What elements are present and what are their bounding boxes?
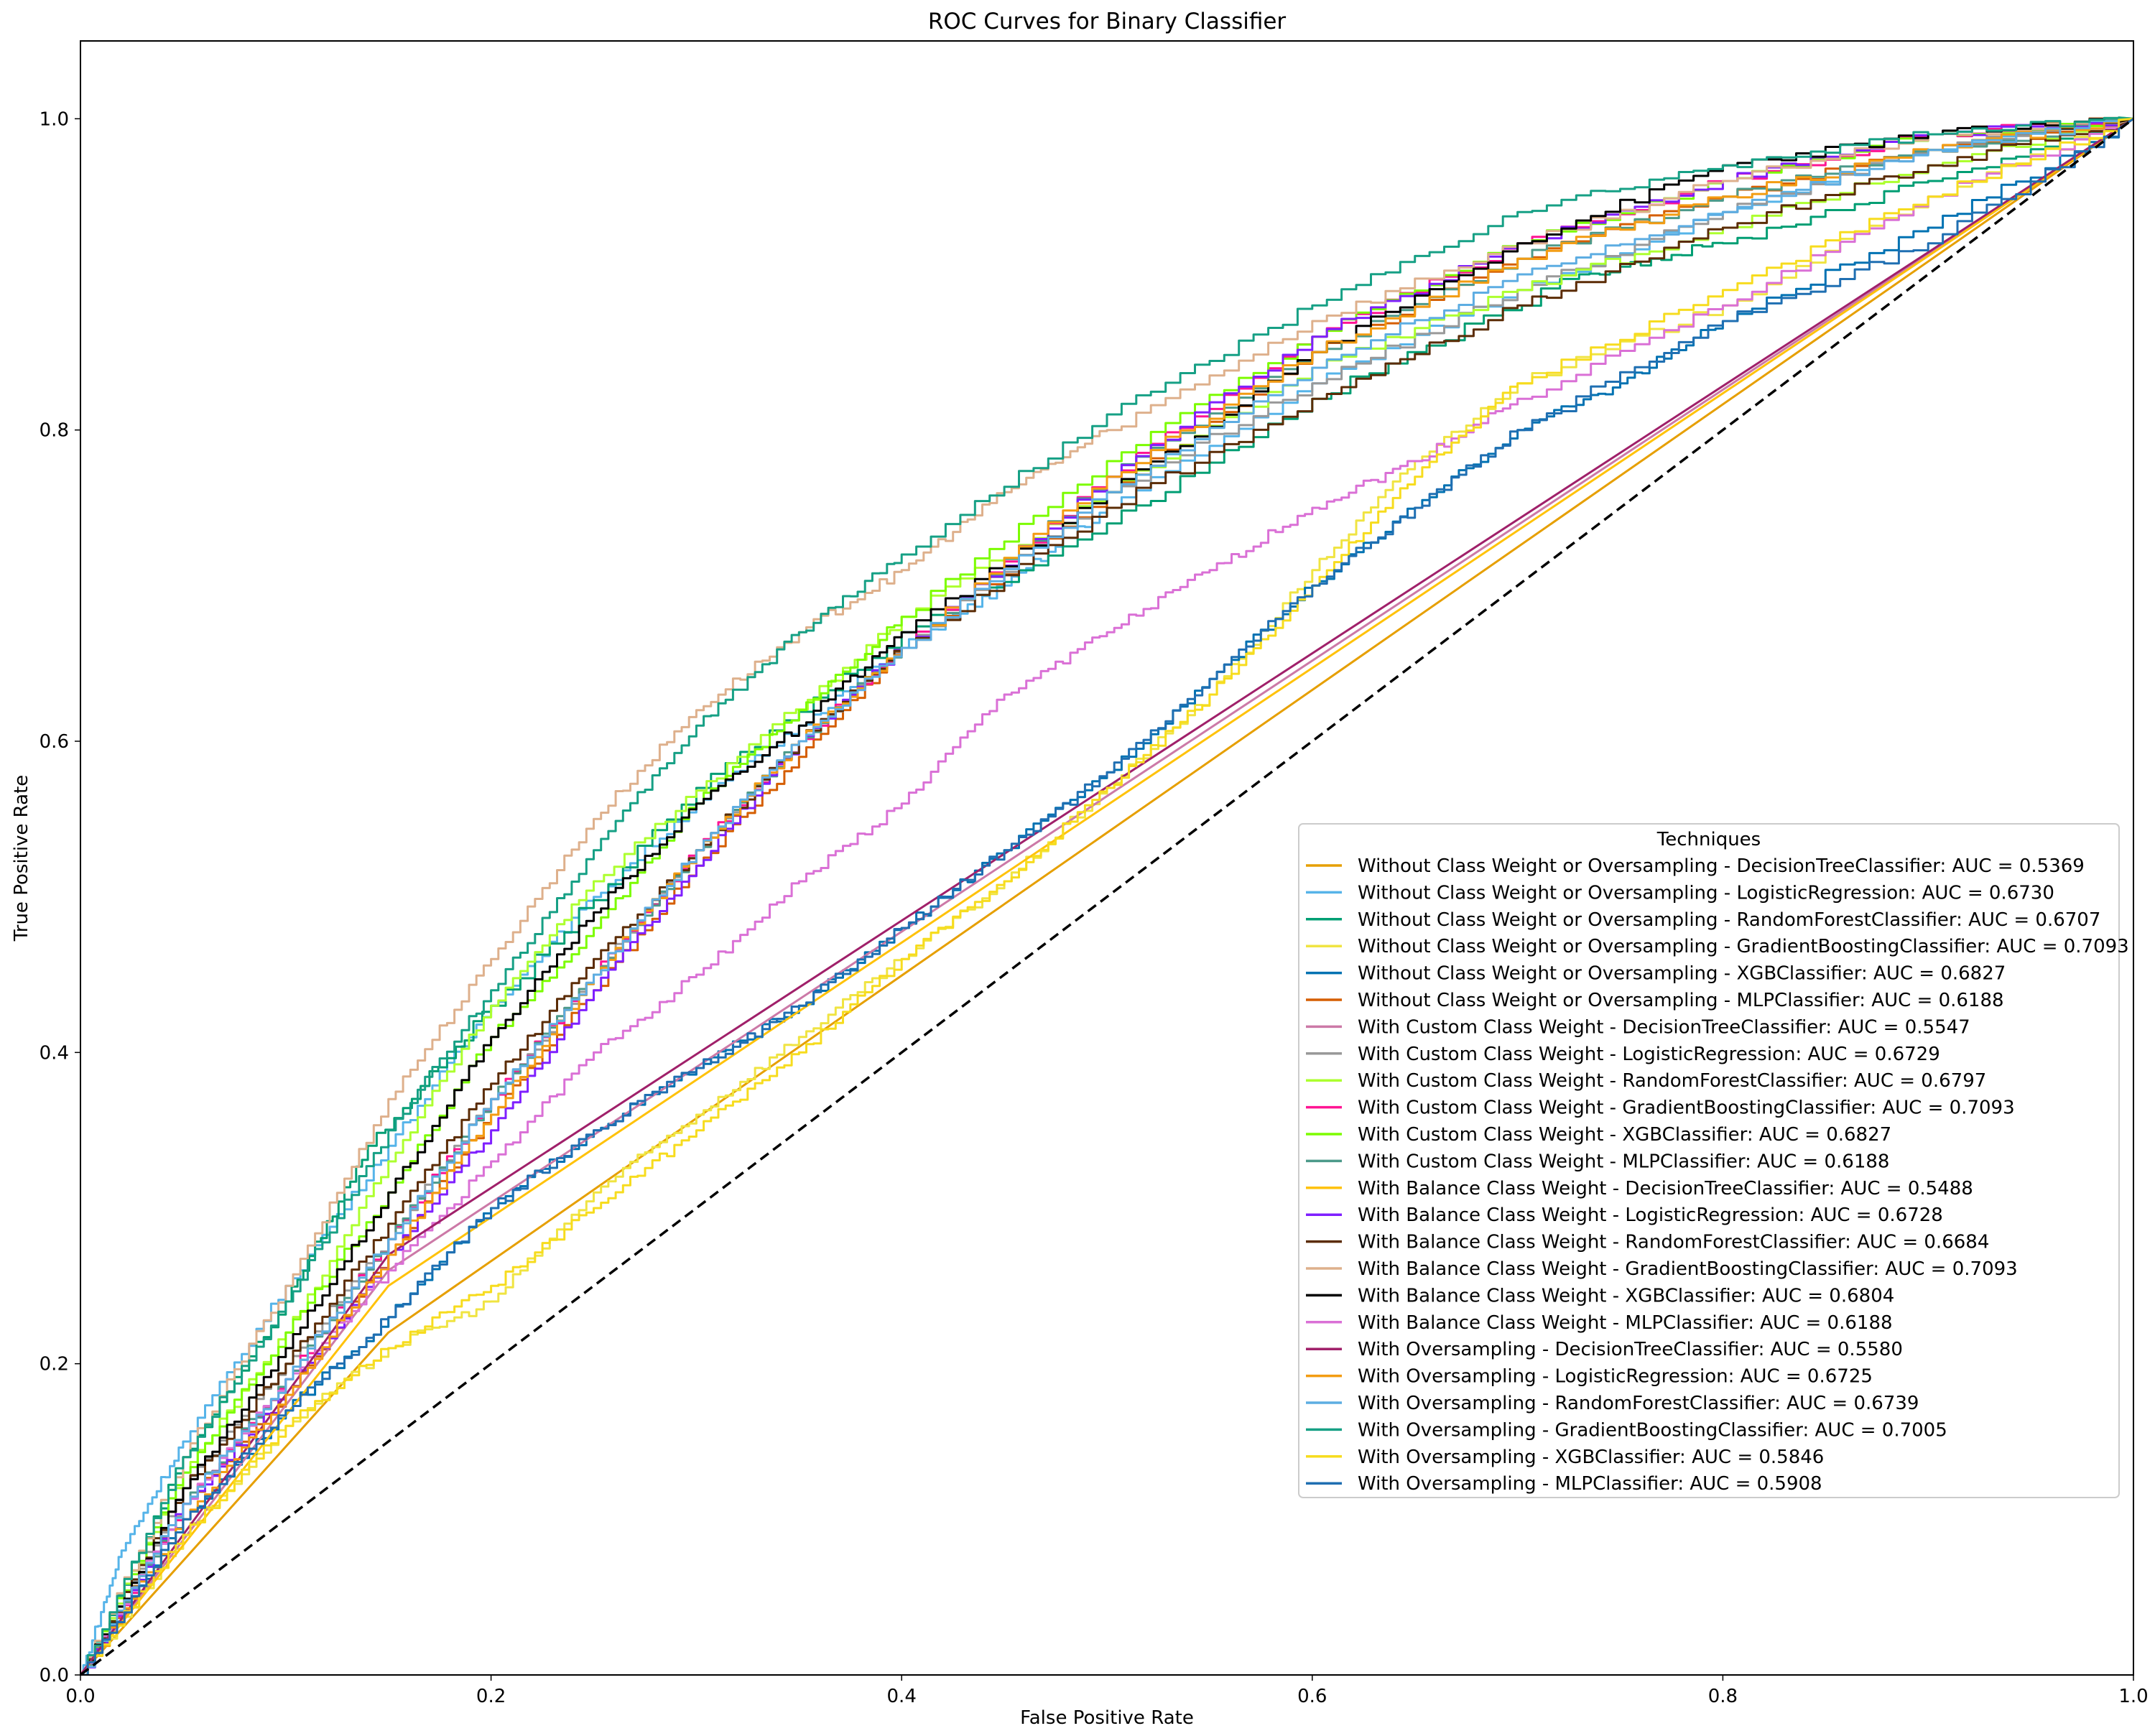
- legend-label: With Balance Class Weight - MLPClassifie…: [1358, 1312, 1893, 1334]
- legend-box: [1298, 823, 2120, 1498]
- legend-title: Techniques: [1656, 829, 1761, 850]
- legend-label: With Balance Class Weight - GradientBoos…: [1358, 1258, 2018, 1280]
- roc-curve-16: [80, 116, 2133, 1675]
- roc-curve-1: [80, 118, 2133, 1675]
- legend-label: Without Class Weight or Oversampling - M…: [1358, 990, 2004, 1011]
- legend-label: With Balance Class Weight - XGBClassifie…: [1358, 1285, 1894, 1306]
- x-tick-label: 0.0: [65, 1686, 95, 1707]
- y-tick-label: 0.6: [40, 731, 69, 753]
- legend-label: With Oversampling - RandomForestClassifi…: [1358, 1393, 1919, 1414]
- y-tick-label: 0.8: [40, 420, 69, 442]
- plot-frame: [80, 40, 2134, 1676]
- roc-curve-13: [80, 118, 2133, 1675]
- legend-label: With Oversampling - LogisticRegression: …: [1358, 1366, 1873, 1388]
- legend-label: Without Class Weight or Oversampling - X…: [1358, 963, 2006, 985]
- legend-label: With Oversampling - XGBClassifier: AUC =…: [1358, 1447, 1824, 1468]
- roc-curve-24: [80, 118, 2133, 1675]
- roc-curve-23: [80, 117, 2133, 1675]
- legend-label: With Custom Class Weight - LogisticRegre…: [1358, 1044, 1940, 1065]
- legend-label: Without Class Weight or Oversampling - D…: [1358, 855, 2085, 877]
- legend: Techniques Without Class Weight or Oversa…: [1298, 823, 2129, 1498]
- roc-curve-21: [80, 117, 2133, 1675]
- x-tick-label: 0.2: [476, 1686, 506, 1707]
- x-axis-title: False Positive Rate: [1020, 1707, 1194, 1729]
- x-tick-label: 0.8: [1708, 1686, 1738, 1707]
- chart-title: ROC Curves for Binary Classifier: [928, 9, 1287, 34]
- y-axis-title: True Positive Rate: [11, 775, 32, 942]
- y-tick-label: 0.0: [40, 1665, 69, 1686]
- legend-label: With Custom Class Weight - XGBClassifier…: [1358, 1124, 1891, 1146]
- legend-label: With Balance Class Weight - RandomForest…: [1358, 1232, 1989, 1253]
- roc-curve-22: [80, 116, 2133, 1675]
- ticks-layer: 0.0 0.2 0.4 0.6 0.8 1.0 0.0 0.2 0.4 0.6 0.8 1.0: [40, 108, 2149, 1707]
- legend-label: With Custom Class Weight - MLPClassifier…: [1358, 1151, 1889, 1172]
- y-tick-label: 0.4: [40, 1042, 69, 1064]
- legend-label: With Balance Class Weight - LogisticRegr…: [1358, 1204, 1943, 1226]
- legend-label: Without Class Weight or Oversampling - G…: [1358, 936, 2129, 957]
- x-tick-label: 0.4: [887, 1686, 917, 1707]
- y-tick-label: 0.2: [40, 1354, 69, 1375]
- legend-label: With Custom Class Weight - DecisionTreeC…: [1358, 1016, 1970, 1038]
- x-tick-label: 1.0: [2118, 1686, 2148, 1707]
- legend-label: Without Class Weight or Oversampling - R…: [1358, 909, 2100, 931]
- legend-label: With Oversampling - DecisionTreeClassifi…: [1358, 1339, 1903, 1360]
- y-tick-label: 1.0: [40, 108, 69, 130]
- legend-label: Without Class Weight or Oversampling - L…: [1358, 882, 2054, 904]
- roc-curve-17: [80, 117, 2133, 1675]
- curves-layer: [80, 116, 2133, 1675]
- legend-label: With Balance Class Weight - DecisionTree…: [1358, 1178, 1973, 1199]
- roc-curve-15: [80, 117, 2133, 1675]
- roc-curve-18: [80, 117, 2133, 1675]
- chance-diagonal-line: [80, 117, 2133, 1675]
- legend-label: With Oversampling - GradientBoostingClas…: [1358, 1419, 1947, 1441]
- legend-label: With Oversampling - MLPClassifier: AUC =…: [1358, 1473, 1822, 1495]
- legend-label: With Custom Class Weight - RandomForestC…: [1358, 1070, 1986, 1092]
- legend-label: With Custom Class Weight - GradientBoost…: [1358, 1097, 2015, 1119]
- x-tick-label: 0.6: [1297, 1686, 1327, 1707]
